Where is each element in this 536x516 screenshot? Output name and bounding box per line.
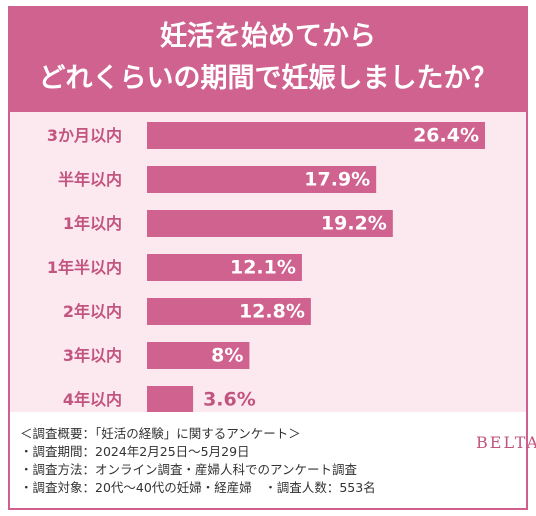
chart-title-line-2: どれくらいの期間で妊娠しましたか？ — [38, 63, 498, 94]
title-banner: 妊活を始めてから どれくらいの期間で妊娠しましたか？ — [8, 6, 528, 112]
value-label: 17.9% — [304, 169, 370, 191]
bar — [147, 210, 393, 237]
survey-note-heading: ＜調査概要：「妊活の経験」に関するアンケート＞ — [20, 426, 301, 441]
survey-note-subjects: ・調査対象：20代〜40代の妊婦・経産婦 ・調査人数：553名 — [20, 480, 376, 495]
category-label: 4年以内 — [63, 390, 122, 409]
bar — [147, 122, 485, 149]
bar-chart: 3か月以内 26.4% 半年以内 17.9% 1年以内 19.2% 1年半以内 12.1% 2年… — [47, 122, 485, 412]
category-label: 1年以内 — [63, 214, 122, 233]
value-label: 12.1% — [230, 257, 296, 279]
chart-panel: 3か月以内 26.4% 半年以内 17.9% 1年以内 19.2% 1年半以内 12.1% 2年… — [10, 112, 526, 412]
value-label: 8% — [211, 345, 243, 367]
bar — [147, 254, 302, 281]
category-label: 半年以内 — [58, 170, 122, 189]
bar — [147, 298, 311, 325]
category-label: 2年以内 — [63, 302, 122, 321]
bar — [147, 342, 250, 369]
value-label: 12.8% — [239, 301, 305, 323]
value-label: 26.4% — [413, 125, 479, 147]
survey-note-period: ・調査期間：2024年2月25日〜5月29日 — [20, 444, 250, 459]
bar — [147, 166, 377, 193]
value-label: 19.2% — [321, 213, 387, 235]
category-label: 3年以内 — [63, 346, 122, 365]
survey-note-method: ・調査方法：オンライン調査・産婦人科でのアンケート調査 — [20, 462, 358, 477]
bar — [147, 386, 194, 412]
survey-notes: ＜調査概要：「妊活の経験」に関するアンケート＞ ・調査期間：2024年2月25日… — [10, 412, 536, 508]
category-label: 3か月以内 — [47, 126, 122, 145]
chart-title-line-1: 妊活を始めてから — [160, 21, 376, 52]
category-label: 1年半以内 — [47, 258, 122, 277]
value-label: 3.6% — [203, 389, 256, 411]
brand-logo: BELTA — [476, 433, 536, 452]
